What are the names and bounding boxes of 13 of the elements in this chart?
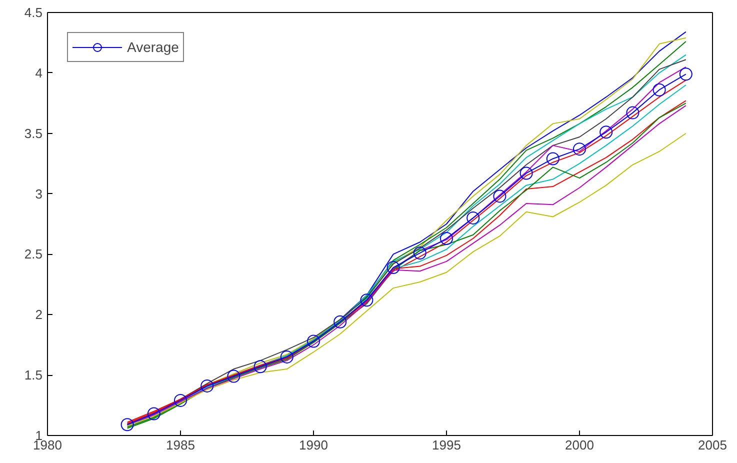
y-tick-label: 1.5 [24, 368, 43, 383]
x-tick-label: 1995 [432, 438, 461, 452]
y-tick-label: 3 [35, 186, 43, 202]
x-tick-label: 2005 [698, 438, 727, 452]
x-tick-label: 2000 [565, 438, 594, 452]
y-tick-label: 3.5 [24, 126, 43, 141]
x-tick-label: 1985 [166, 438, 195, 452]
y-tick-label: 4.5 [24, 5, 43, 20]
legend-label: Average [127, 39, 179, 55]
y-tick-label: 4 [35, 65, 43, 80]
x-tick-label: 1990 [299, 438, 328, 452]
y-tick-label: 2 [35, 307, 43, 322]
y-tick-label: 2.5 [24, 246, 43, 262]
